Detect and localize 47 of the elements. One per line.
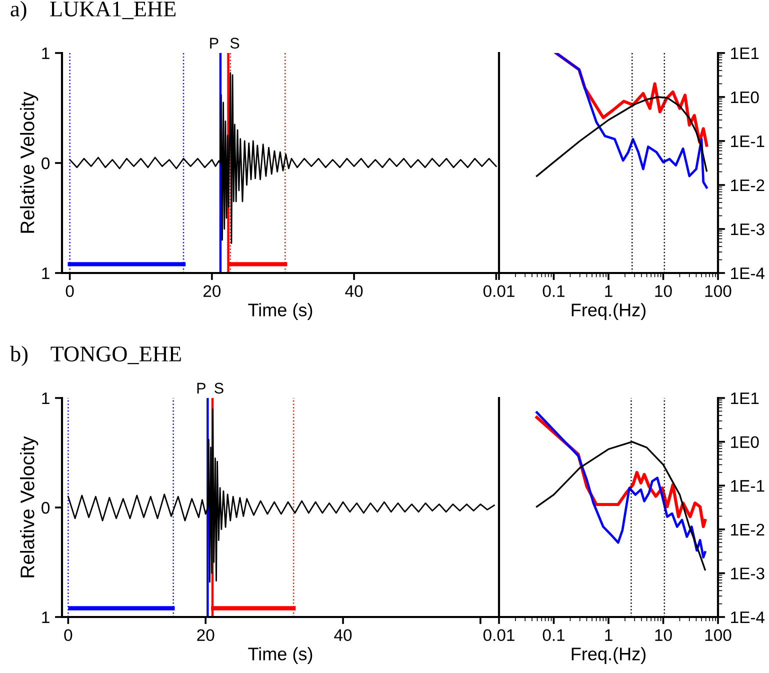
y-tick-label: 1E-4: [731, 268, 765, 280]
y-tick-label: 0: [42, 157, 50, 170]
y-tick-label: 1E-2: [731, 524, 764, 536]
y-axis-title: Relative Velocity: [20, 92, 38, 233]
x-tick-label: 0.1: [542, 285, 565, 298]
y-tick-label: 1E-2: [731, 179, 764, 192]
y-tick-label: 1E-3: [731, 223, 764, 236]
x-tick-label: 10: [655, 285, 672, 298]
x-tick-label: 20: [197, 629, 214, 642]
line-series: [67, 408, 495, 583]
y-tick-label: 1E-1: [731, 136, 764, 148]
y-tick-label: 1E0: [731, 91, 759, 104]
y-tick-label: 1E0: [731, 436, 759, 448]
x-tick-label: 1: [605, 629, 612, 641]
y-tick-label: 1E-1: [731, 480, 764, 492]
x-tick-label: 0.01: [483, 285, 514, 298]
x-tick-label: 100: [705, 629, 732, 642]
y-tick-label: 1: [42, 612, 50, 624]
x-axis-title: Freq.(Hz): [572, 647, 646, 664]
y-tick-label: 1E-3: [731, 568, 764, 580]
x-tick-label: 20: [204, 285, 221, 298]
x-tick-label: 40: [345, 285, 363, 298]
ref-line-label: S: [214, 382, 224, 394]
x-tick-label: 100: [705, 285, 732, 298]
y-tick-label: 1E-4: [731, 612, 765, 624]
ref-line-label: P: [210, 38, 218, 48]
y-tick-label: 1E1: [731, 48, 759, 60]
x-tick-label: 0.1: [542, 629, 565, 642]
y-axis-title: Relative Velocity: [20, 436, 38, 578]
x-axis-title: Time (s): [248, 303, 312, 320]
y-tick-label: 1E1: [731, 392, 759, 404]
x-axis-title: Time (s): [248, 647, 312, 664]
y-tick-label: 1: [42, 48, 50, 60]
x-axis-title: Freq.(Hz): [572, 303, 646, 320]
x-tick-label: 0.01: [483, 629, 514, 642]
x-tick-label: 0: [64, 629, 72, 642]
y-tick-label: 1: [42, 392, 50, 404]
ref-line-label: P: [197, 382, 206, 394]
y-tick-label: 1: [42, 268, 50, 280]
chart-title: a) LUKA1_EHE: [10, 0, 176, 21]
x-tick-label: 40: [334, 629, 352, 642]
chart-title: b) TONGO_EHE: [10, 346, 181, 366]
x-tick-label: 1: [605, 285, 612, 297]
ref-line-label: S: [230, 38, 240, 49]
x-tick-label: 10: [655, 629, 672, 642]
x-tick-label: 0: [66, 285, 74, 298]
y-tick-label: 0: [42, 502, 50, 514]
